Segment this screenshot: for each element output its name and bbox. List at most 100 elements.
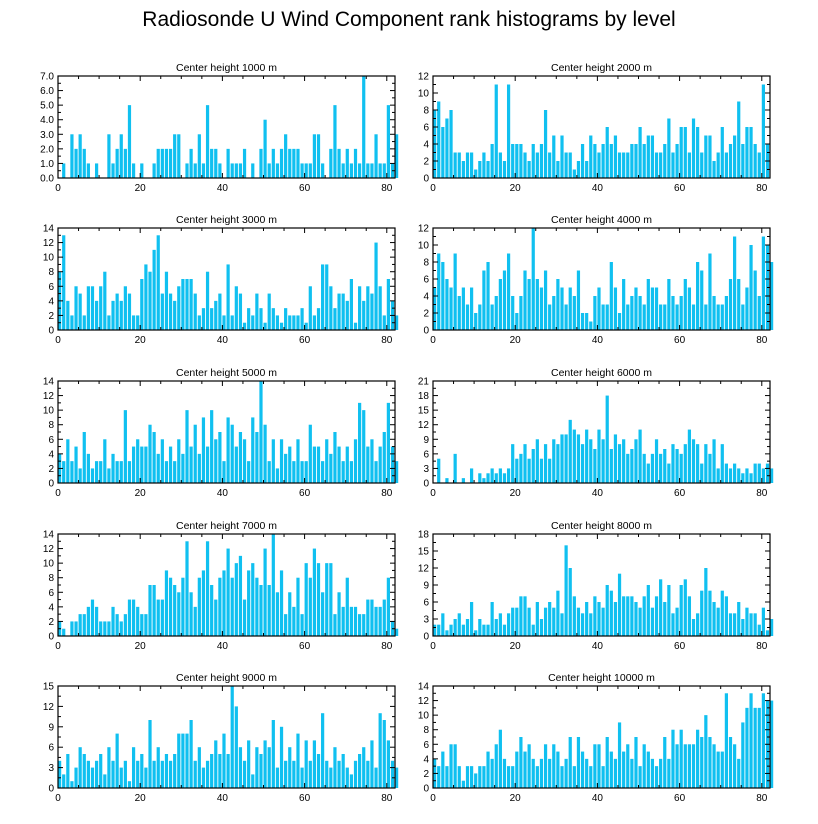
x-tick-label: 0 xyxy=(55,793,61,804)
histogram-bar xyxy=(58,760,62,788)
histogram-bar xyxy=(457,152,461,178)
histogram-bar xyxy=(593,296,597,330)
histogram-bar xyxy=(366,446,370,483)
histogram-bar xyxy=(765,463,770,483)
histogram-bar xyxy=(62,461,66,483)
histogram-bar xyxy=(140,163,144,178)
y-tick-label: 0.0 xyxy=(40,174,54,185)
x-tick-label: 20 xyxy=(135,793,147,804)
histogram-bar xyxy=(469,602,474,636)
histogram-bar xyxy=(160,599,164,636)
histogram-bar xyxy=(210,754,214,788)
histogram-bar xyxy=(601,304,605,330)
histogram-bar xyxy=(770,619,774,636)
histogram-bar xyxy=(300,767,304,788)
x-tick-label: 40 xyxy=(217,793,229,804)
histogram-bar xyxy=(395,628,399,636)
histogram-bar xyxy=(548,152,552,178)
histogram-bar xyxy=(671,152,675,178)
histogram-bar xyxy=(737,468,741,483)
y-tick-label: 15 xyxy=(418,406,430,417)
histogram-bar xyxy=(724,296,728,330)
histogram-bar xyxy=(358,286,362,330)
histogram-bar xyxy=(568,737,572,788)
histogram-bar xyxy=(441,127,445,178)
histogram-bar xyxy=(164,148,169,178)
y-tick-label: 8 xyxy=(48,420,54,431)
histogram-bar xyxy=(696,444,700,483)
histogram-bar xyxy=(62,774,66,788)
x-tick-label: 40 xyxy=(592,793,604,804)
histogram-bar xyxy=(86,760,90,788)
histogram-bar xyxy=(197,747,201,788)
histogram-bar xyxy=(482,152,486,178)
histogram-bar xyxy=(345,446,349,483)
histogram-bar xyxy=(634,144,638,178)
histogram-bar xyxy=(494,84,498,178)
histogram-bar xyxy=(374,606,378,636)
histogram-bar xyxy=(271,720,275,788)
x-tick-label: 60 xyxy=(299,641,311,652)
histogram-bar xyxy=(539,619,544,636)
histogram-bar xyxy=(502,758,507,788)
y-tick-label: 0 xyxy=(423,479,429,490)
histogram-bar xyxy=(437,766,441,788)
histogram-bar xyxy=(576,434,581,483)
histogram-bar xyxy=(300,461,304,483)
histogram-bar xyxy=(445,766,449,788)
x-tick-label: 80 xyxy=(381,793,393,804)
histogram-bar xyxy=(576,270,581,330)
histogram-bar xyxy=(761,84,765,178)
histogram-bar xyxy=(642,596,646,636)
histogram-bar xyxy=(279,570,284,636)
histogram-bar xyxy=(201,767,206,788)
histogram-bar xyxy=(539,758,544,788)
histogram-bar xyxy=(568,568,572,636)
histogram-bar xyxy=(205,105,210,178)
histogram-bar xyxy=(292,461,296,483)
histogram-bar xyxy=(659,152,663,178)
y-tick-label: 6 xyxy=(423,449,429,460)
histogram-bar xyxy=(312,740,317,788)
histogram-bar xyxy=(691,619,696,636)
histogram-bar xyxy=(667,463,671,483)
histogram-bar xyxy=(218,163,222,178)
histogram-bar xyxy=(543,270,548,330)
y-tick-label: 6 xyxy=(423,740,429,751)
histogram-bar xyxy=(107,468,111,483)
y-tick-label: 9 xyxy=(423,435,429,446)
histogram-bar xyxy=(78,134,82,178)
histogram-bar xyxy=(482,478,486,483)
histogram-bar xyxy=(737,602,741,636)
histogram-bar xyxy=(683,444,687,483)
histogram-bar xyxy=(279,439,284,483)
histogram-bar xyxy=(556,444,560,483)
histogram-bar xyxy=(329,767,333,788)
histogram-bar xyxy=(761,607,765,636)
histogram-bar xyxy=(111,300,115,330)
x-tick-label: 0 xyxy=(55,641,61,652)
histogram-bar xyxy=(642,744,646,788)
histogram-bar xyxy=(461,624,465,636)
y-tick-label: 1.0 xyxy=(40,159,54,170)
histogram-bar xyxy=(519,737,523,788)
histogram-bar xyxy=(646,279,650,330)
histogram-bar xyxy=(94,461,99,483)
histogram-bar xyxy=(506,766,511,788)
histogram-bar xyxy=(552,135,556,178)
histogram-bar xyxy=(646,751,650,788)
y-tick-label: 6.0 xyxy=(40,86,54,97)
histogram-bar xyxy=(193,163,197,178)
histogram-bar xyxy=(218,577,222,636)
y-tick-label: 9 xyxy=(423,581,429,592)
histogram-bar xyxy=(337,592,341,636)
histogram-bar xyxy=(675,607,679,636)
histogram-bar xyxy=(654,152,659,178)
histogram-bar xyxy=(123,614,127,636)
histogram-bar xyxy=(687,287,692,330)
histogram-bar xyxy=(728,613,733,636)
x-tick-label: 40 xyxy=(592,183,604,194)
y-tick-label: 3 xyxy=(48,763,54,774)
histogram-bar xyxy=(337,148,341,178)
histogram-bar xyxy=(386,279,390,330)
